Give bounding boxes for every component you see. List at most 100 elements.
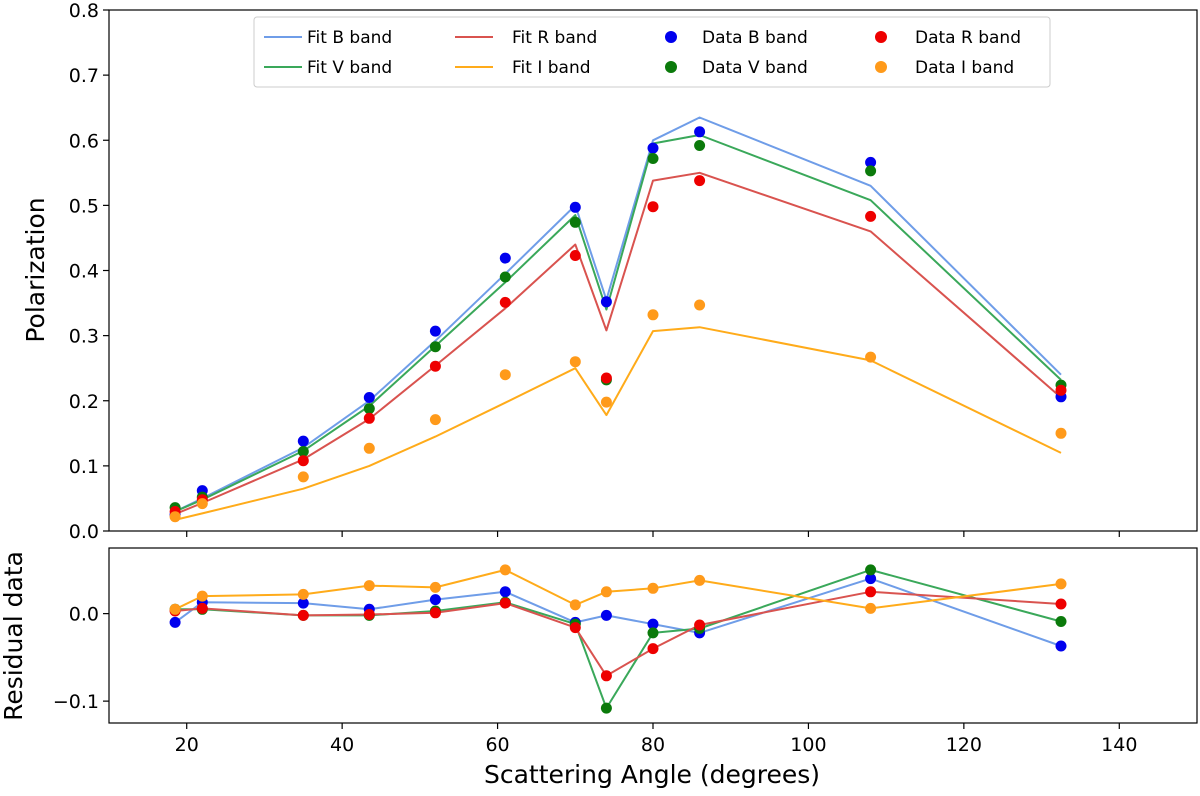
data-point-data-r-band (600, 372, 612, 384)
bottom-y-tick-label: 0.0 (69, 604, 99, 626)
data-point-data-i-band (169, 511, 181, 523)
data-point-data-b-band (600, 296, 612, 308)
data-point-data-v-band (297, 446, 309, 457)
legend-fit-i-label: Fit I band (512, 58, 591, 78)
series-line-fit-i-band (174, 326, 1062, 521)
legend-fit-v-label: Fit V band (307, 58, 392, 78)
data-point-data-b-band (647, 142, 659, 154)
legend: Fit B band Fit V band Fit R band Fit I b… (253, 16, 1051, 88)
data-point-data-b-band (865, 156, 877, 168)
bottom-y-ticks: −0.1 0.0 (53, 604, 109, 713)
residual-point-i (694, 574, 706, 586)
data-point-data-i-band (694, 299, 706, 311)
residual-point-v (647, 627, 659, 639)
residual-point-b (1055, 640, 1067, 652)
residual-point-v (1055, 616, 1067, 627)
residual-point-i (169, 603, 181, 615)
x-tick-label: 20 (175, 734, 199, 756)
data-point-data-v-band (569, 216, 581, 228)
residual-point-i (297, 588, 309, 600)
legend-fit-b-label: Fit B band (307, 28, 392, 48)
data-point-data-b-band (499, 252, 511, 264)
data-point-data-r-band (429, 360, 441, 372)
residual-point-b (647, 618, 659, 630)
data-point-data-b-band (363, 392, 375, 403)
top-y-tick-label: 0.3 (69, 326, 99, 348)
x-tick-label: 140 (1101, 734, 1137, 756)
x-tick-label: 80 (641, 734, 665, 756)
bottom-y-tick-label: −0.1 (53, 691, 99, 713)
bottom-y-axis-label: Residual data (0, 551, 28, 721)
top-fit-lines (174, 116, 1062, 521)
residual-point-i (196, 590, 208, 602)
data-point-data-i-band (363, 442, 375, 454)
top-y-tick-label: 0.8 (69, 0, 99, 22)
residual-point-r (499, 597, 511, 609)
data-point-data-r-band (363, 412, 375, 424)
legend-box (253, 16, 1051, 88)
x-tick-label: 40 (330, 734, 354, 756)
data-point-data-v-band (363, 403, 375, 415)
residual-point-i (429, 581, 441, 593)
series-line-fit-v-band (174, 134, 1062, 513)
residual-line-b (174, 577, 1062, 647)
top-panel: 0.0 0.1 0.2 0.3 0.4 0.5 0.6 0.7 0.8 Polarization (21, 0, 1198, 543)
top-y-axis-label: Polarization (21, 197, 50, 342)
data-point-data-r-band (647, 201, 659, 213)
legend-data-r-label: Data R band (915, 28, 1021, 48)
data-point-data-v-band (865, 165, 877, 177)
x-tick-label: 100 (790, 734, 826, 756)
legend-data-i-label: Data I band (915, 58, 1014, 78)
data-point-data-v-band (647, 153, 659, 164)
top-y-tick-label: 0.2 (69, 391, 99, 413)
legend-data-b-label: Data B band (702, 28, 808, 48)
legend-fit-r-label: Fit R band (512, 28, 597, 48)
data-point-data-r-band (865, 210, 877, 222)
x-axis-label: Scattering Angle (degrees) (484, 760, 820, 789)
top-y-tick-label: 0.0 (69, 521, 99, 543)
data-point-data-r-band (499, 296, 511, 308)
residual-line-i (174, 568, 1062, 611)
residual-point-v (600, 702, 612, 714)
data-point-data-i-band (600, 396, 612, 408)
residual-point-r (196, 602, 208, 614)
top-y-tick-label: 0.4 (69, 261, 99, 283)
data-point-data-r-band (1055, 384, 1067, 396)
top-plot-frame (108, 9, 1198, 532)
residual-point-r (429, 607, 441, 619)
data-point-data-v-band (429, 341, 441, 353)
top-y-tick-label: 0.6 (69, 130, 99, 152)
data-point-data-v-band (694, 140, 706, 151)
data-point-data-i-band (865, 351, 877, 363)
series-line-fit-r-band (174, 171, 1062, 516)
residual-point-r (600, 670, 612, 682)
x-ticks: 20 40 60 80 100 120 140 (175, 531, 1137, 756)
residual-point-i (569, 599, 581, 611)
series-line-fit-b-band (174, 116, 1062, 513)
residual-point-i (600, 586, 612, 598)
top-y-tick-label: 0.1 (69, 456, 99, 478)
residual-point-b (429, 594, 441, 606)
residual-point-i (647, 582, 659, 594)
legend-data-r-marker (875, 31, 887, 43)
data-point-data-b-band (429, 325, 441, 337)
data-point-data-r-band (297, 455, 309, 467)
data-point-data-i-band (297, 471, 309, 483)
data-point-data-i-band (1055, 427, 1067, 439)
x-tick-label: 120 (946, 734, 982, 756)
residual-point-r (694, 619, 706, 631)
residual-point-b (297, 597, 309, 609)
data-point-data-i-band (196, 498, 208, 510)
residual-point-r (1055, 598, 1067, 610)
residual-point-r (569, 622, 581, 634)
legend-data-v-label: Data V band (702, 58, 808, 78)
residual-point-i (363, 580, 375, 592)
data-point-data-r-band (569, 250, 581, 261)
residual-lines (174, 568, 1062, 710)
residual-point-i (865, 602, 877, 614)
top-y-tick-label: 0.5 (69, 195, 99, 217)
data-point-data-i-band (569, 356, 581, 368)
data-point-data-b-band (569, 201, 581, 213)
legend-data-i-marker (875, 61, 887, 73)
